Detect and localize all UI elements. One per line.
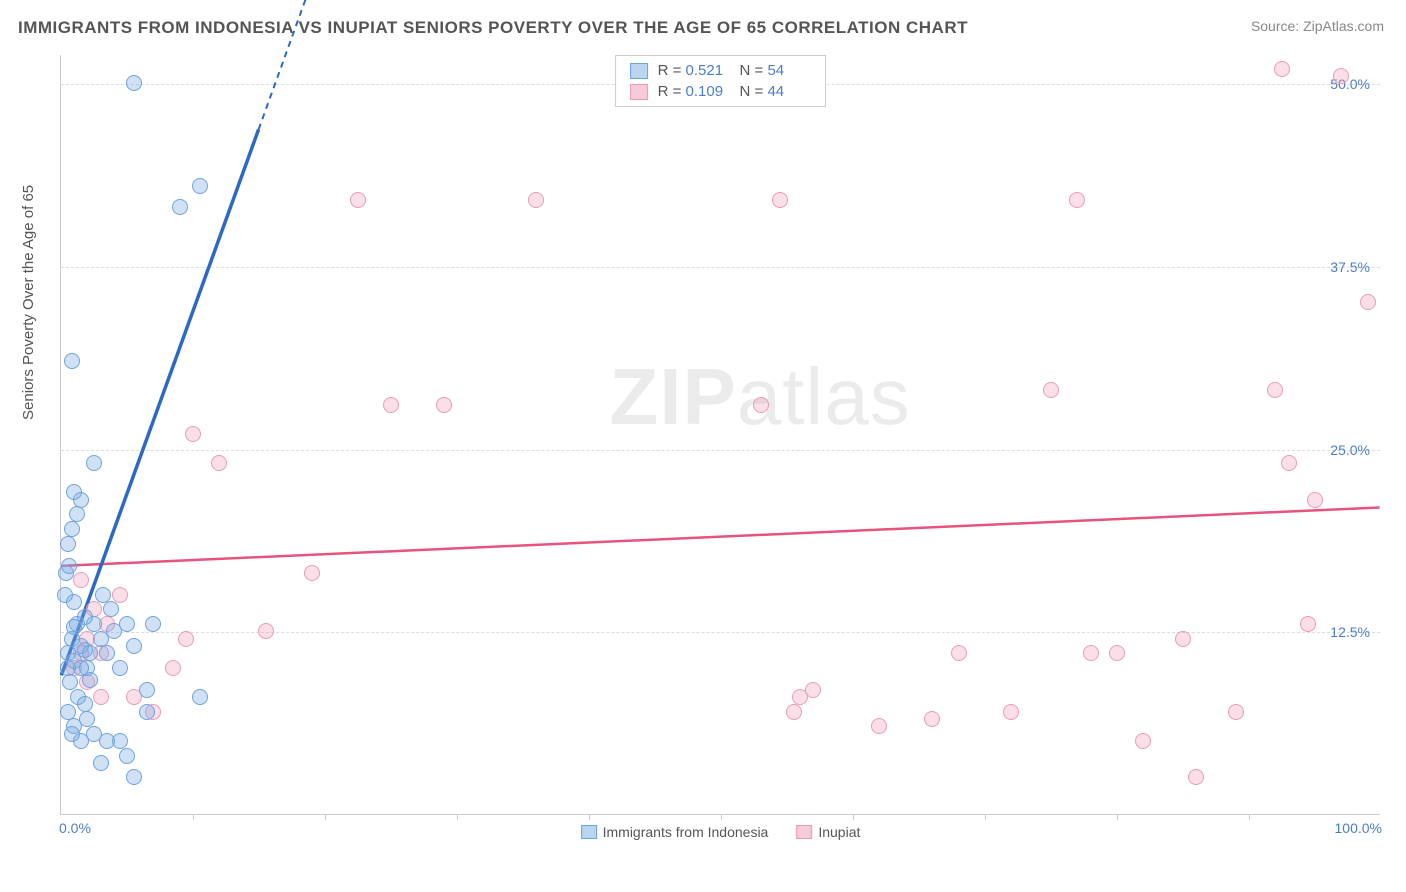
data-point bbox=[60, 536, 76, 552]
legend-top-stats: R = 0.521 N = 54 R = 0.109 N = 44 bbox=[615, 55, 827, 107]
data-point bbox=[753, 397, 769, 413]
legend-stats-blue: R = 0.521 N = 54 bbox=[630, 60, 812, 81]
legend-swatch-blue bbox=[581, 825, 597, 839]
data-point bbox=[1135, 733, 1151, 749]
legend-stats-pink: R = 0.109 N = 44 bbox=[630, 81, 812, 102]
data-point bbox=[66, 594, 82, 610]
data-point bbox=[1228, 704, 1244, 720]
data-point bbox=[924, 711, 940, 727]
legend-item-blue: Immigrants from Indonesia bbox=[581, 824, 769, 840]
data-point bbox=[126, 769, 142, 785]
data-point bbox=[103, 601, 119, 617]
data-point bbox=[871, 718, 887, 734]
data-point bbox=[86, 726, 102, 742]
data-point bbox=[165, 660, 181, 676]
data-point bbox=[383, 397, 399, 413]
data-point bbox=[69, 506, 85, 522]
data-point bbox=[172, 199, 188, 215]
data-point bbox=[1281, 455, 1297, 471]
data-point bbox=[64, 353, 80, 369]
data-point bbox=[192, 178, 208, 194]
data-point bbox=[82, 672, 98, 688]
data-point bbox=[1069, 192, 1085, 208]
data-point bbox=[112, 587, 128, 603]
data-point bbox=[1267, 382, 1283, 398]
data-point bbox=[436, 397, 452, 413]
data-point bbox=[66, 484, 82, 500]
data-point bbox=[1188, 769, 1204, 785]
data-point bbox=[1360, 294, 1376, 310]
x-axis-max-label: 100.0% bbox=[1335, 820, 1382, 836]
data-point bbox=[99, 645, 115, 661]
legend-item-pink: Inupiat bbox=[796, 824, 860, 840]
data-point bbox=[86, 455, 102, 471]
data-point bbox=[1333, 68, 1349, 84]
data-point bbox=[73, 572, 89, 588]
legend-swatch-pink-icon bbox=[630, 84, 648, 100]
legend-swatch-blue-icon bbox=[630, 63, 648, 79]
data-point bbox=[1300, 616, 1316, 632]
data-point bbox=[139, 704, 155, 720]
data-point bbox=[126, 638, 142, 654]
data-point bbox=[1083, 645, 1099, 661]
data-point bbox=[93, 689, 109, 705]
data-point bbox=[93, 755, 109, 771]
data-point bbox=[786, 704, 802, 720]
data-point bbox=[304, 565, 320, 581]
data-point bbox=[185, 426, 201, 442]
data-point bbox=[178, 631, 194, 647]
source-label: Source: ZipAtlas.com bbox=[1251, 18, 1384, 34]
data-point bbox=[1043, 382, 1059, 398]
data-point bbox=[60, 704, 76, 720]
data-point bbox=[126, 75, 142, 91]
data-point bbox=[1307, 492, 1323, 508]
legend-bottom: Immigrants from Indonesia Inupiat bbox=[581, 824, 861, 840]
data-point bbox=[64, 521, 80, 537]
y-tick-label: 12.5% bbox=[1330, 624, 1370, 640]
data-point bbox=[139, 682, 155, 698]
data-point bbox=[805, 682, 821, 698]
y-tick-label: 25.0% bbox=[1330, 442, 1370, 458]
data-point bbox=[77, 696, 93, 712]
data-point bbox=[951, 645, 967, 661]
data-point bbox=[112, 660, 128, 676]
legend-swatch-pink bbox=[796, 825, 812, 839]
data-point bbox=[77, 642, 93, 658]
chart-title: IMMIGRANTS FROM INDONESIA VS INUPIAT SEN… bbox=[18, 18, 968, 38]
data-point bbox=[64, 726, 80, 742]
x-axis-min-label: 0.0% bbox=[59, 820, 91, 836]
data-point bbox=[145, 616, 161, 632]
data-point bbox=[1175, 631, 1191, 647]
plot-area: ZIPatlas 12.5%25.0%37.5%50.0% 0.0% 100.0… bbox=[60, 55, 1380, 815]
data-point bbox=[119, 616, 135, 632]
data-point bbox=[61, 558, 77, 574]
data-point bbox=[1109, 645, 1125, 661]
y-axis-label: Seniors Poverty Over the Age of 65 bbox=[20, 185, 37, 420]
data-point bbox=[95, 587, 111, 603]
data-point bbox=[1274, 61, 1290, 77]
data-point bbox=[86, 616, 102, 632]
data-point bbox=[350, 192, 366, 208]
y-tick-label: 37.5% bbox=[1330, 259, 1370, 275]
data-point bbox=[62, 674, 78, 690]
data-point bbox=[119, 748, 135, 764]
data-point bbox=[258, 623, 274, 639]
data-point bbox=[211, 455, 227, 471]
data-point bbox=[1003, 704, 1019, 720]
data-point bbox=[528, 192, 544, 208]
data-point bbox=[192, 689, 208, 705]
trend-lines bbox=[61, 55, 1380, 814]
data-point bbox=[79, 711, 95, 727]
data-point bbox=[772, 192, 788, 208]
data-point bbox=[66, 619, 82, 635]
